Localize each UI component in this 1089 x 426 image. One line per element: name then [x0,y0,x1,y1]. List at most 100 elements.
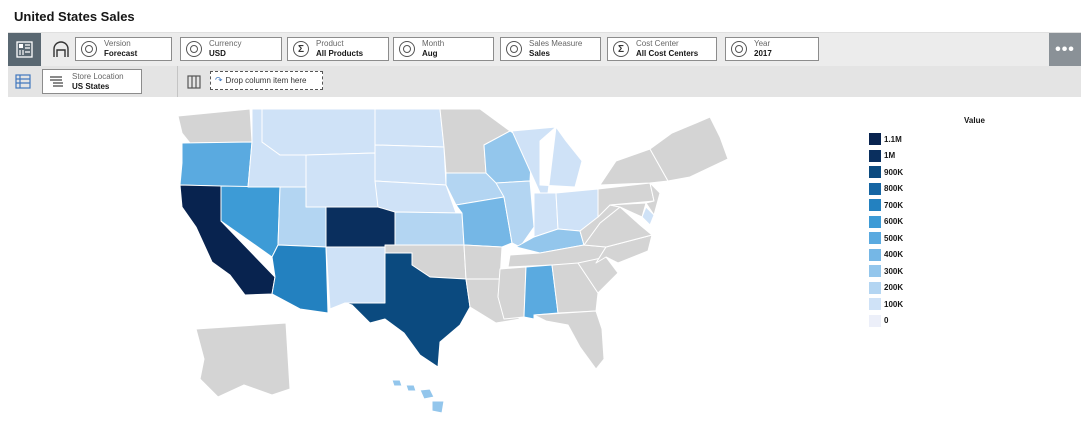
rows-icon [15,74,31,89]
state-montana[interactable] [261,108,376,156]
state-alaska[interactable] [195,322,291,398]
state-mississippi[interactable] [497,266,527,320]
legend-label: 500K [884,233,904,243]
state-arizona[interactable] [271,244,329,314]
swap-button[interactable] [44,33,77,66]
legend-swatch [869,281,881,294]
chip-label: Product [316,39,344,48]
chip-label: Store Location [72,71,124,81]
legend-swatch [869,298,881,311]
legend-title: Value [964,116,985,125]
legend-item[interactable]: 200K [869,280,903,297]
legend-item[interactable]: 600K [869,214,903,231]
chip-value: Forecast [104,49,138,58]
legend-label: 1M [884,151,896,161]
legend-swatch [869,182,881,195]
state-wyoming[interactable] [305,152,379,208]
page-title: United States Sales [14,9,135,24]
columns-icon [187,74,201,89]
legend-item[interactable]: 800K [869,181,903,198]
state-new-jersey[interactable] [645,182,661,216]
drop-arrow-icon: ↷ [215,75,223,85]
chip-value: Sales [529,49,550,58]
circle-icon [186,41,202,57]
legend-item[interactable]: 1.1M [869,131,903,148]
circle-icon [506,41,522,57]
drop-column-zone[interactable]: ↷ Drop column item here [210,71,323,90]
legend-swatch [869,314,881,327]
chip-value: 2017 [754,49,772,58]
legend-swatch [869,166,881,179]
state-arkansas[interactable] [463,244,503,280]
chip-label: Cost Center [636,39,679,48]
state-kansas[interactable] [394,211,465,246]
more-options-button[interactable]: ••• [1049,33,1081,66]
arch-icon [52,41,69,57]
state-nebraska[interactable] [374,180,457,214]
legend-item[interactable]: 1M [869,148,903,165]
state-south-carolina[interactable] [577,256,619,294]
chip-year[interactable]: Year 2017 [725,37,819,61]
chip-version[interactable]: Version Forecast [75,37,172,61]
chip-label: Month [422,39,445,48]
state-colorado[interactable] [325,206,396,248]
chip-cost-center[interactable]: Σ Cost Center All Cost Centers [607,37,717,61]
legend-label: 800K [884,184,904,194]
legend-item[interactable]: 100K [869,296,903,313]
state-north-dakota[interactable] [374,108,445,148]
legend-swatch [869,248,881,261]
chip-label: Version [104,39,131,48]
columns-button[interactable] [183,66,205,97]
chip-month[interactable]: Month Aug [393,37,494,61]
view-toggle-button[interactable] [8,33,41,66]
dimension-toolbar: Version Forecast Currency USD Σ Product All… [8,32,1081,66]
state-georgia[interactable] [551,262,599,314]
state-maryland[interactable] [609,202,647,218]
sigma-icon: Σ [613,41,629,57]
legend-swatch [869,265,881,278]
crosstab-icon [16,41,33,58]
state-texas[interactable] [344,252,471,368]
legend-label: 600K [884,217,904,227]
chip-label: Sales Measure [529,39,583,48]
state-washington[interactable] [177,108,253,144]
state-pennsylvania[interactable] [597,182,655,218]
state-oregon[interactable] [179,141,253,188]
legend-item[interactable]: 900K [869,164,903,181]
state-south-dakota[interactable] [374,144,447,186]
legend-swatch [869,232,881,245]
legend-label: 700K [884,200,904,210]
circle-icon [731,41,747,57]
state-florida[interactable] [533,310,605,370]
chip-product[interactable]: Σ Product All Products [287,37,389,61]
legend-label: 0 [884,316,889,326]
chip-sales-measure[interactable]: Sales Measure Sales [500,37,601,61]
rows-button[interactable] [8,66,38,97]
chip-value: All Cost Centers [636,49,699,58]
legend-item[interactable]: 500K [869,230,903,247]
circle-icon [81,41,97,57]
chip-value: US States [72,81,110,91]
state-new-england[interactable] [649,116,729,182]
legend-item[interactable]: 300K [869,263,903,280]
divider [177,66,178,97]
chip-value: Aug [422,49,438,58]
legend-item[interactable]: 700K [869,197,903,214]
legend-item[interactable]: 400K [869,247,903,264]
legend-item[interactable]: 0 [869,313,903,330]
state-new-mexico[interactable] [325,246,386,310]
chip-label: Currency [209,39,242,48]
chip-currency[interactable]: Currency USD [180,37,282,61]
legend-label: 300K [884,266,904,276]
legend-label: 100K [884,299,904,309]
legend-label: 400K [884,250,904,260]
legend-label: 200K [884,283,904,293]
rows-columns-bar: Store Location US States ↷ Drop column it… [8,66,1081,97]
sigma-icon: Σ [293,41,309,57]
state-missouri[interactable] [455,196,513,248]
legend-swatch [869,133,881,146]
chip-store-location[interactable]: Store Location US States [42,69,142,94]
legend-swatch [869,149,881,162]
chip-label: Year [754,39,771,48]
state-hawaii[interactable] [391,379,445,414]
